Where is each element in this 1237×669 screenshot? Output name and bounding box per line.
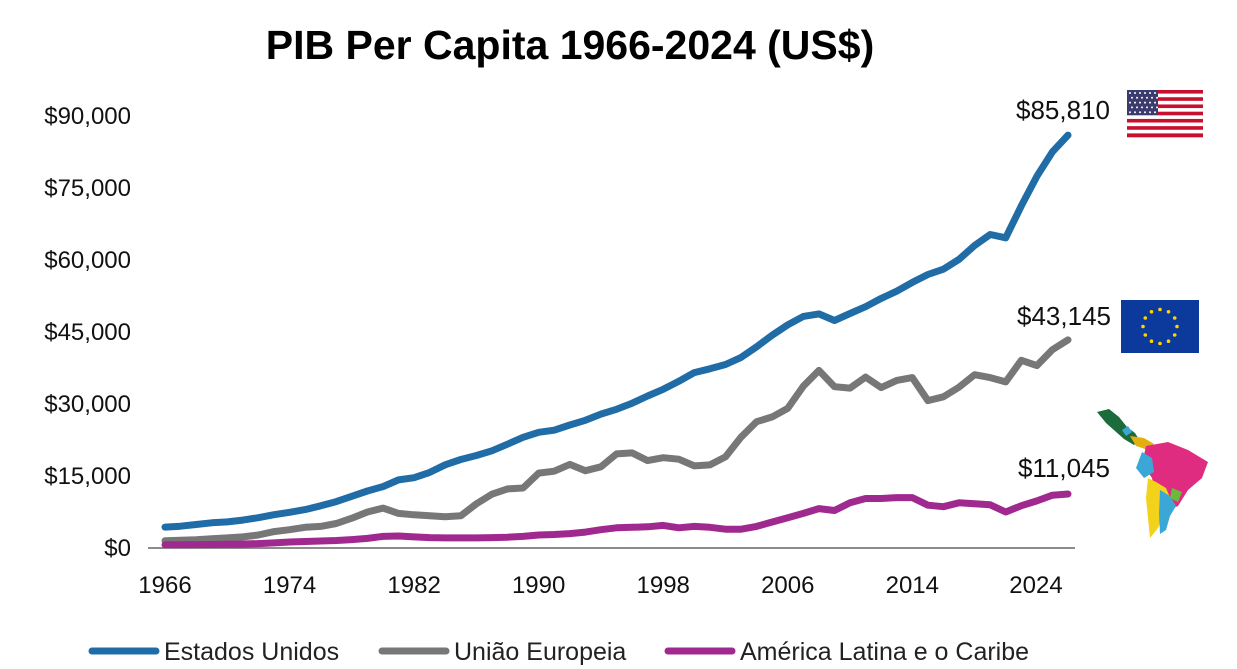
series-icons xyxy=(1097,90,1208,538)
y-tick-label: $30,000 xyxy=(44,391,131,418)
series-line-2 xyxy=(161,490,1072,549)
y-tick-label: $0 xyxy=(104,535,131,562)
x-tick-label: 2006 xyxy=(761,572,814,599)
end-value-label: $43,145 xyxy=(1017,301,1111,331)
y-tick-label: $75,000 xyxy=(44,175,131,202)
legend-item: União Europeia xyxy=(378,638,626,666)
legend-label: União Europeia xyxy=(454,638,626,666)
series-line-0 xyxy=(161,131,1072,531)
end-value-label: $85,810 xyxy=(1016,95,1110,125)
x-tick-label: 1982 xyxy=(387,572,440,599)
y-tick-label: $15,000 xyxy=(44,463,131,490)
x-tick-label: 2014 xyxy=(886,572,939,599)
x-tick-label: 1998 xyxy=(637,572,690,599)
y-tick-label: $90,000 xyxy=(44,103,131,130)
legend-item: Estados Unidos xyxy=(88,638,339,666)
chart-title: PIB Per Capita 1966-2024 (US$) xyxy=(265,22,875,68)
y-tick-label: $60,000 xyxy=(44,247,131,274)
legend-label: Estados Unidos xyxy=(164,638,339,666)
series-lines xyxy=(161,131,1072,549)
us-flag-icon xyxy=(1127,90,1203,138)
x-tick-label: 1990 xyxy=(512,572,565,599)
latin-america-map-icon xyxy=(1097,409,1208,538)
x-tick-label: 2024 xyxy=(1009,572,1062,599)
legend: Estados Unidos União Europeia América Lati… xyxy=(88,638,1029,666)
x-tick-label: 1974 xyxy=(263,572,316,599)
end-labels: $85,810 $43,145 $11,045 xyxy=(1016,95,1111,483)
axes: $0 $15,000 $30,000 $45,000 $60,000 $75,000 $90… xyxy=(44,103,1075,599)
legend-item: América Latina e o Caribe xyxy=(664,638,1029,666)
end-value-label: $11,045 xyxy=(1018,453,1110,483)
legend-label: América Latina e o Caribe xyxy=(740,638,1029,666)
x-tick-label: 1966 xyxy=(138,572,191,599)
series-line-1 xyxy=(161,336,1072,545)
y-tick-label: $45,000 xyxy=(44,319,131,346)
eu-flag-icon xyxy=(1121,300,1199,353)
